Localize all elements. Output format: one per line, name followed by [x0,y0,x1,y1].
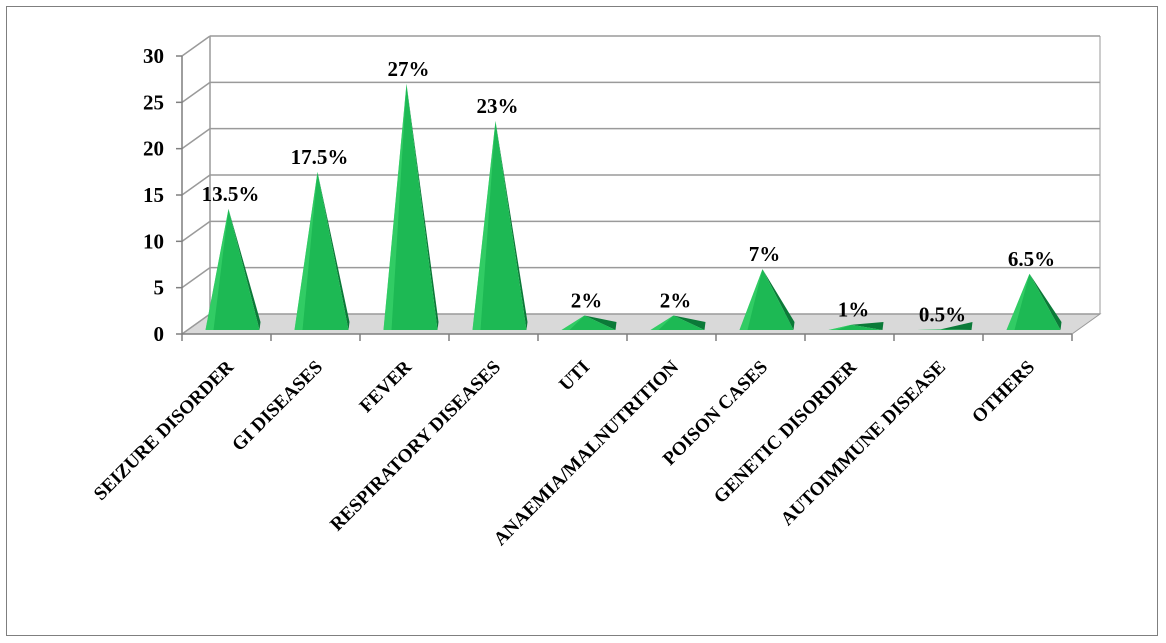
pyramid-highlight [828,324,852,330]
pyramid-side-face [317,171,350,330]
gridline-side [181,174,211,196]
pyramid-side-face [851,322,884,330]
data-label: 6.5% [1008,247,1055,271]
data-label: 23% [477,94,519,118]
category-label: SEIZURE DISORDER [90,356,238,504]
gridline-side [181,220,211,242]
pyramid-side-face [584,315,617,330]
pyramid-front-face [739,269,794,330]
category-label: ANAEMIA/MALNUTRITION [490,356,683,549]
pyramid-highlight [205,208,229,330]
pyramid-side-face [940,322,973,330]
y-tick-label: 20 [143,137,164,161]
pyramid-front-face [205,208,260,330]
gridline-side [181,313,211,335]
data-label: 1% [838,298,870,322]
pyramid-side-face [1029,273,1062,330]
pyramid-front-face [472,120,527,330]
y-tick-label: 25 [143,90,164,114]
category-label: UTI [555,357,594,396]
pyramid-side-face [406,83,439,330]
data-label: 17.5% [291,145,349,169]
y-tick-label: 15 [143,183,164,207]
pyramid-side-face [228,208,261,330]
y-tick-label: 0 [154,322,165,346]
data-label: 0.5% [919,302,966,326]
gridline-side [181,128,211,150]
pyramid-front-face [383,83,438,330]
data-label: 7% [749,242,781,266]
category-label: GI DISEASES [228,357,327,456]
data-label: 13.5% [202,182,260,206]
y-tick-label: 5 [154,276,165,300]
pyramid-highlight [294,171,318,330]
pyramid-highlight [1006,273,1030,330]
category-label: OTHERS [968,357,1039,428]
category-label: AUTOIMMUNE DISEASE [777,357,950,530]
pyramid-side-face [762,269,795,330]
category-label: GENETIC DISORDER [710,356,861,507]
data-label: 2% [660,288,692,312]
pyramid-front-face [294,171,349,330]
data-label: 2% [571,288,603,312]
category-label: RESPIRATORY DISEASES [326,357,505,536]
pyramid-front-face [828,324,883,330]
data-label: 27% [388,57,430,81]
pyramid-highlight [917,329,941,330]
pyramid-highlight [739,269,763,330]
category-label: FEVER [356,356,417,417]
pyramid-side-face [495,120,528,330]
y-tick-label: 10 [143,229,164,253]
pyramid-highlight [472,120,496,330]
pyramid-highlight [650,315,674,330]
pyramid-highlight [561,315,585,330]
y-tick-label: 30 [143,44,164,68]
gridline-side [181,267,211,289]
pyramid-side-face [673,315,706,330]
pyramid-front-face [561,315,616,330]
pyramid-highlight [383,83,407,330]
pyramid-front-face [917,329,972,330]
gridline-side [181,81,211,103]
pyramid-front-face [650,315,705,330]
gridline-side [181,35,211,57]
pyramid-front-face [1006,273,1061,330]
